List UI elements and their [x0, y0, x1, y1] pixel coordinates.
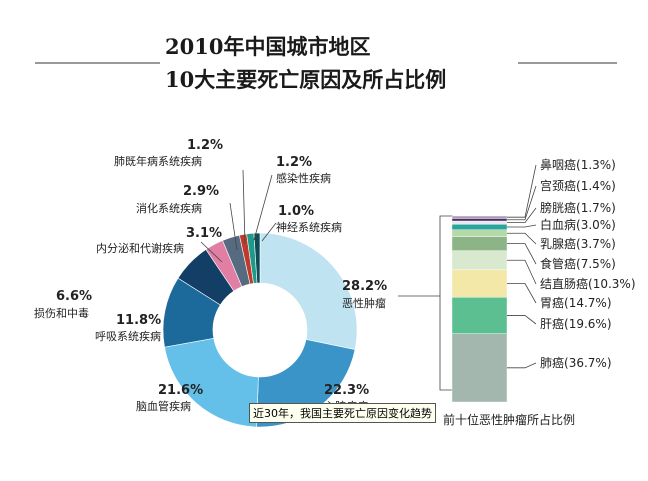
slice-name-label: 损伤和中毒	[34, 306, 89, 320]
donut-slice	[259, 232, 358, 350]
callout-line	[242, 169, 246, 245]
callout-line	[229, 202, 238, 251]
bar-segment-percent: (7.5%)	[576, 257, 616, 271]
bar-segment-name: 肝癌	[540, 316, 564, 331]
bar-segment-percent: (14.7%)	[564, 296, 611, 310]
bar-segment-percent: (1.7%)	[576, 201, 616, 215]
bar-segment-percent: (3.7%)	[576, 237, 616, 251]
slice-name-label: 恶性肿瘤	[342, 296, 386, 310]
bar-segment	[451, 215, 508, 219]
callout-line	[200, 241, 223, 263]
donut-slice	[164, 337, 259, 428]
bar-segment	[451, 218, 508, 222]
slice-percent-label: 11.8%	[116, 313, 161, 328]
bar-segment-label: 宫颈癌(1.4%)	[540, 178, 616, 193]
bar-segment	[451, 333, 508, 403]
bar-connector	[398, 295, 453, 391]
bar-segment	[451, 269, 508, 298]
callout-line	[253, 174, 273, 241]
bar-leader-line	[507, 315, 537, 325]
callout-lines	[200, 169, 453, 391]
slice-name-label: 消化系统疾病	[136, 201, 202, 215]
bar-segment-name: 胃癌	[540, 295, 564, 310]
bar-segment	[451, 229, 508, 237]
bar-leader-line	[507, 224, 537, 228]
bar-segment-label: 乳腺癌(3.7%)	[540, 236, 616, 251]
bar-segment-percent: (3.0%)	[576, 218, 616, 232]
bar-segment-name: 食管癌	[540, 256, 576, 271]
slice-percent-label: 3.1%	[186, 226, 222, 241]
slice-percent-label: 21.6%	[158, 383, 203, 398]
slice-name-label: 肺既年病系统疾病	[114, 154, 202, 168]
bar-segment-name: 膀胱癌	[540, 200, 576, 215]
bar-leader-line	[507, 362, 537, 369]
callout-line	[261, 222, 277, 242]
bar-segment-percent: (1.4%)	[576, 179, 616, 193]
slice-percent-label: 6.6%	[56, 289, 92, 304]
bar-segment-percent: (1.3%)	[576, 158, 616, 172]
bar-segment-name: 宫颈癌	[540, 178, 576, 193]
bar-segment-label: 白血病(3.0%)	[540, 217, 616, 232]
bar-segment	[451, 236, 508, 251]
bar-connector	[439, 215, 453, 296]
donut-chart	[162, 232, 358, 428]
bar-segment-name: 鼻咽癌	[540, 157, 576, 172]
bar-leader-line	[507, 243, 537, 265]
slice-percent-label: 2.9%	[183, 184, 219, 199]
slice-percent-label: 1.0%	[278, 204, 314, 219]
slice-name-label: 内分泌和代谢疾病	[96, 241, 184, 255]
bar-leader-line	[507, 283, 537, 304]
bar-segment-name: 乳腺癌	[540, 236, 576, 251]
bar-leader-line	[507, 185, 537, 221]
bar-segment-label: 结直肠癌(10.3%)	[540, 276, 636, 291]
tooltip: 近30年，我国主要死亡原因变化趋势	[249, 403, 436, 423]
slice-percent-label: 22.3%	[324, 383, 369, 398]
slice-name-label: 神经系统疾病	[276, 220, 342, 234]
bar-segment-label: 胃癌(14.7%)	[540, 295, 612, 310]
bar-segment	[451, 220, 508, 225]
bar-segment-label: 肺癌(36.7%)	[540, 355, 612, 370]
slice-percent-label: 1.2%	[187, 138, 223, 153]
bar-segment-name: 肺癌	[540, 355, 564, 370]
bar-segment	[451, 296, 508, 334]
slice-name-label: 感染性疾病	[276, 171, 331, 185]
bar-segment-name: 白血病	[540, 217, 576, 232]
chart-title-line2: 10大主要死亡原因及所占比例	[165, 67, 446, 92]
stacked-bar-chart	[451, 215, 508, 403]
bar-segment-percent: (19.6%)	[564, 317, 611, 331]
bar-segment-name: 结直肠癌	[540, 276, 588, 291]
slice-percent-label: 1.2%	[276, 155, 312, 170]
bar-segment	[451, 223, 508, 230]
bar-leader-line	[507, 232, 537, 245]
bar-labels: 肺癌(36.7%)肝癌(19.6%)胃癌(14.7%)结直肠癌(10.3%)食管…	[507, 157, 636, 370]
bar-segment	[451, 250, 508, 271]
bar-segment-label: 鼻咽癌(1.3%)	[540, 157, 616, 172]
chart-title-line1: 2010年中国城市地区	[165, 34, 370, 59]
donut-labels: 28.2%恶性肿瘤22.3%心脏疾病21.6%脑血管疾病11.8%呼吸系统疾病6…	[34, 138, 387, 413]
bar-segment-label: 膀胱癌(1.7%)	[540, 200, 616, 215]
bar-segment-percent: (36.7%)	[564, 356, 611, 370]
bar-leader-line	[507, 259, 537, 285]
bar-segment-label: 肝癌(19.6%)	[540, 316, 612, 331]
bar-leader-line	[507, 207, 537, 224]
bar-leader-line	[507, 164, 537, 218]
slice-percent-label: 28.2%	[342, 279, 387, 294]
slice-name-label: 脑血管疾病	[136, 399, 191, 413]
bar-segment-label: 食管癌(7.5%)	[540, 256, 616, 271]
bar-caption: 前十位恶性肿瘤所占比例	[443, 412, 575, 427]
slice-name-label: 呼吸系统疾病	[95, 329, 161, 343]
bar-segment-percent: (10.3%)	[588, 277, 635, 291]
